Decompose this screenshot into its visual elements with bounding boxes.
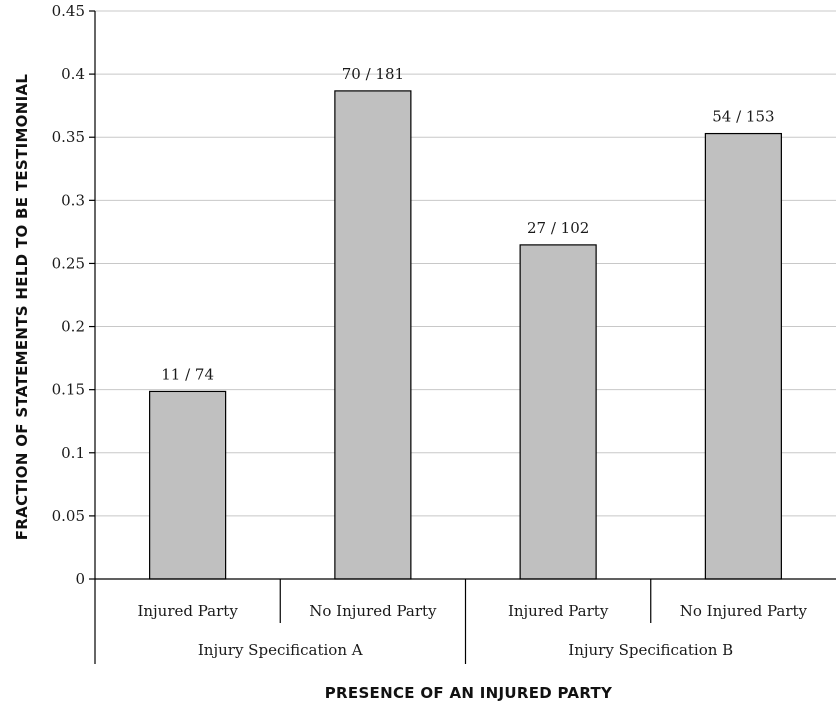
x-category-label: Injured Party (137, 602, 238, 620)
axes (94, 11, 836, 664)
y-tick-label: 0 (75, 570, 85, 588)
y-axis-title: FRACTION OF STATEMENTS HELD TO BE TESTIM… (13, 74, 31, 541)
x-group-label: Injury Specification B (568, 641, 733, 659)
y-tick-label: 0.1 (61, 444, 85, 462)
y-tick-label: 0.2 (61, 318, 85, 336)
bars: 11 / 74 70 / 181 27 / 102 54 / 153 (149, 65, 782, 580)
y-axis-ticks: 0 0.05 0.1 0.15 0.2 0.25 0.3 0.35 0.4 0.45 (52, 2, 95, 588)
y-tick-label: 0.35 (52, 128, 85, 146)
y-tick-label: 0.25 (52, 254, 85, 272)
bar (519, 244, 597, 580)
x-axis-title: PRESENCE OF AN INJURED PARTY (325, 684, 613, 702)
bar-data-label: 27 / 102 (527, 219, 589, 237)
y-tick-label: 0.15 (52, 381, 85, 399)
bar (334, 90, 412, 580)
bar-data-label: 11 / 74 (161, 365, 214, 383)
x-category-label: No Injured Party (680, 602, 808, 620)
x-category-label: Injured Party (508, 602, 609, 620)
x-axis-categories: Injured Party No Injured Party Injured Par… (137, 579, 808, 664)
x-category-label: No Injured Party (309, 602, 437, 620)
y-tick-label: 0.45 (52, 2, 85, 20)
y-tick-label: 0.05 (52, 507, 85, 525)
y-tick-label: 0.4 (61, 65, 85, 83)
y-tick-label: 0.3 (61, 191, 85, 209)
bar (149, 390, 227, 580)
x-group-label: Injury Specification A (198, 641, 363, 659)
bar (704, 132, 782, 580)
bar-data-label: 70 / 181 (342, 65, 404, 83)
bar-data-label: 54 / 153 (712, 108, 774, 126)
